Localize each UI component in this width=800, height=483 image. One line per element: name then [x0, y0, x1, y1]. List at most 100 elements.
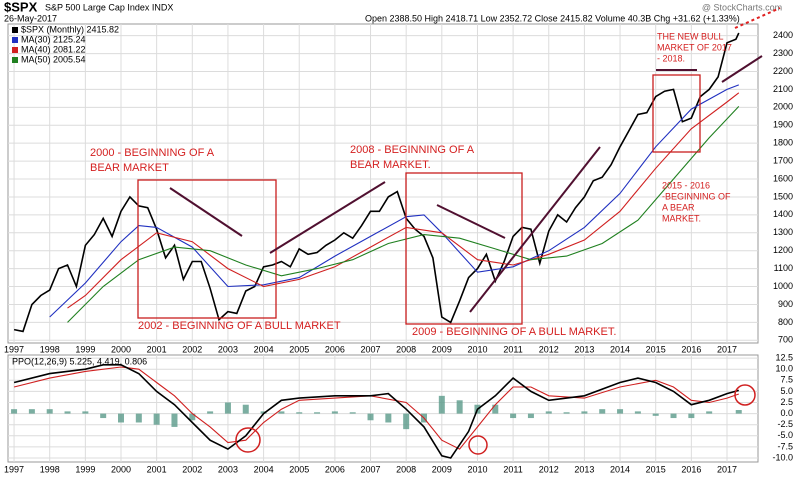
chart-subtitle: S&P 500 Large Cap Index INDX	[45, 2, 173, 12]
x-tick-label: 2014	[610, 344, 630, 354]
histogram-bar	[224, 402, 231, 414]
histogram-bar	[385, 413, 392, 423]
x-tick-label: 2012	[539, 464, 559, 474]
y-tick-label: -7.5	[777, 441, 793, 451]
x-tick-label: 2000	[111, 464, 131, 474]
y-tick-label: 1500	[773, 191, 793, 201]
x-tick-label: 2011	[503, 344, 522, 354]
histogram-bar	[688, 413, 695, 419]
annotation: 2009 - BEGINNING OF A BULL MARKET.	[412, 326, 616, 338]
y-tick-label: 1700	[773, 155, 793, 165]
histogram-bar	[135, 413, 142, 423]
histogram-bar	[349, 412, 356, 414]
histogram-bar	[28, 409, 35, 414]
x-tick-label: 2013	[574, 464, 594, 474]
annotation: THE NEW BULL	[657, 31, 724, 41]
date: 26-May-2017	[4, 13, 57, 23]
y-tick-label: 1900	[773, 120, 793, 130]
x-tick-label: 1997	[4, 344, 24, 354]
histogram-bar	[171, 413, 178, 427]
legend-entry: MA(50) 2005.54	[21, 54, 86, 64]
y-tick-label: 1100	[774, 263, 793, 273]
trend-line	[436, 204, 506, 239]
y-tick-label: 1000	[773, 281, 793, 291]
annotation: 2015 - 2016	[662, 180, 710, 190]
histogram-bar	[242, 404, 249, 414]
histogram-bar	[634, 411, 641, 414]
x-tick-label: 2004	[254, 464, 274, 474]
x-tick-label: 2006	[325, 344, 345, 354]
series-line	[13, 364, 740, 459]
y-tick-label: 7.5	[780, 375, 793, 385]
x-tick-label: 2010	[467, 464, 487, 474]
y-tick-label: 1200	[773, 245, 793, 255]
y-tick-label: 0.0	[780, 408, 793, 418]
x-tick-label: 2017	[717, 344, 737, 354]
box	[652, 74, 701, 153]
x-tick-label: 2011	[503, 464, 522, 474]
x-tick-label: 2007	[361, 464, 381, 474]
histogram-bar	[100, 413, 107, 419]
x-tick-label: 2007	[361, 344, 381, 354]
y-tick-label: 1300	[773, 227, 793, 237]
x-tick-label: 2001	[147, 344, 167, 354]
x-tick-label: 2002	[182, 464, 202, 474]
histogram-bar	[296, 412, 303, 414]
x-tick-label: 2004	[254, 344, 274, 354]
x-tick-label: 2005	[289, 464, 309, 474]
x-tick-label: 2008	[396, 344, 416, 354]
histogram-bar	[260, 411, 267, 414]
annotation: -BEGINNING OF	[662, 191, 731, 201]
highlight-circle	[734, 384, 756, 406]
y-tick-label: 700	[778, 335, 793, 345]
x-tick-label: 2001	[147, 464, 167, 474]
legend-swatch	[12, 37, 18, 43]
y-tick-label: 2300	[773, 48, 793, 58]
x-tick-label: 2005	[289, 344, 309, 354]
y-tick-label: 800	[778, 317, 793, 327]
histogram-bar	[331, 411, 338, 414]
histogram-bar	[367, 413, 374, 421]
trend-line	[269, 181, 386, 254]
x-tick-label: 2009	[432, 344, 452, 354]
x-tick-label: 2009	[432, 464, 452, 474]
x-tick-label: 2012	[539, 344, 559, 354]
annotation-shapes	[137, 7, 781, 455]
histogram-bar	[545, 411, 552, 414]
x-tick-label: 2016	[681, 344, 701, 354]
x-tick-label: 2003	[218, 464, 238, 474]
x-tick-label: 2002	[182, 344, 202, 354]
y-tick-label: 5.0	[780, 386, 793, 396]
source: @ StockCharts.com	[702, 2, 782, 12]
y-tick-label: 2000	[773, 102, 793, 112]
x-tick-label: 1998	[40, 344, 60, 354]
x-tick-label: 2017	[717, 464, 737, 474]
histogram-bar	[652, 413, 659, 416]
x-tick-label: 2008	[396, 464, 416, 474]
trend-line	[734, 7, 781, 29]
x-tick-label: 1999	[75, 344, 95, 354]
y-tick-label: -2.5	[777, 419, 793, 429]
y-tick-label: 10.0	[775, 364, 793, 374]
y-tick-label: 900	[778, 299, 793, 309]
trend-line	[169, 187, 243, 237]
chart-title: $SPX	[4, 0, 38, 14]
histogram-bar	[492, 404, 499, 414]
box	[405, 172, 523, 325]
histogram-bar	[456, 400, 463, 414]
x-tick-label: 2003	[218, 344, 238, 354]
y-tick-label: -5.0	[777, 430, 793, 440]
y-tick-label: 1600	[773, 173, 793, 183]
y-tick-label: -10.0	[772, 452, 793, 462]
annotation: MARKET.	[662, 213, 701, 223]
x-tick-label: 1998	[40, 464, 60, 474]
histogram-bar	[510, 413, 517, 419]
quote: Open 2388.50 High 2418.71 Low 2352.72 Cl…	[365, 13, 740, 23]
y-tick-label: 2.5	[780, 397, 793, 407]
legend-entry: $SPX (Monthly) 2415.82	[21, 24, 119, 34]
annotation: BEAR MARKET	[90, 162, 169, 174]
annotation: 2000 - BEGINNING OF A	[90, 147, 215, 159]
legend-entry: MA(30) 2125.24	[21, 34, 86, 44]
x-tick-label: 2015	[646, 464, 666, 474]
